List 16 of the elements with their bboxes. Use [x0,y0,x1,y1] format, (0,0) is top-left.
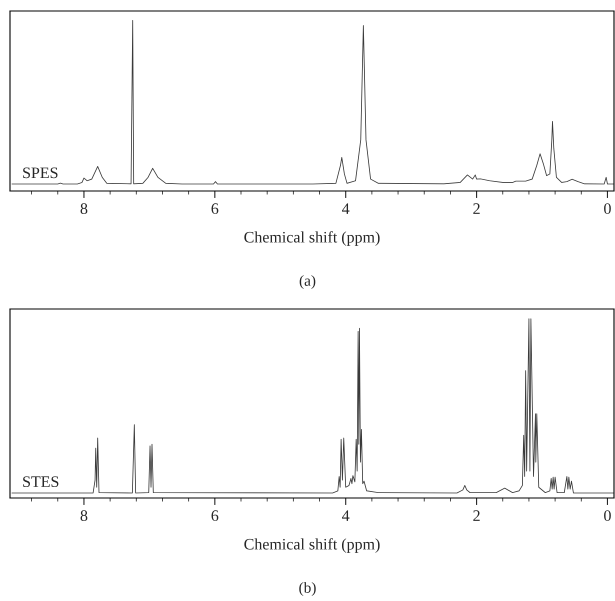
x-tick-label: 6 [212,510,218,522]
x-axis-title: Chemical shift (ppm) [244,538,380,553]
x-axis-title: Chemical shift (ppm) [244,231,380,246]
x-tick-label: 2 [473,510,480,521]
x-tick-label: 0 [604,203,611,214]
x-tick-label: 8 [80,510,88,522]
x-tick-label: 6 [212,203,218,214]
text: (a) [300,275,316,289]
series-label: SPES [23,167,58,178]
x-tick-label: 4 [342,203,350,214]
x-tick-label: 2 [473,203,480,214]
text: (b) [299,582,316,596]
x-tick-label: 0 [604,510,611,522]
x-tick-label: 4 [342,510,350,521]
x-tick-label: 8 [80,203,88,214]
series-label: STES [23,476,58,488]
